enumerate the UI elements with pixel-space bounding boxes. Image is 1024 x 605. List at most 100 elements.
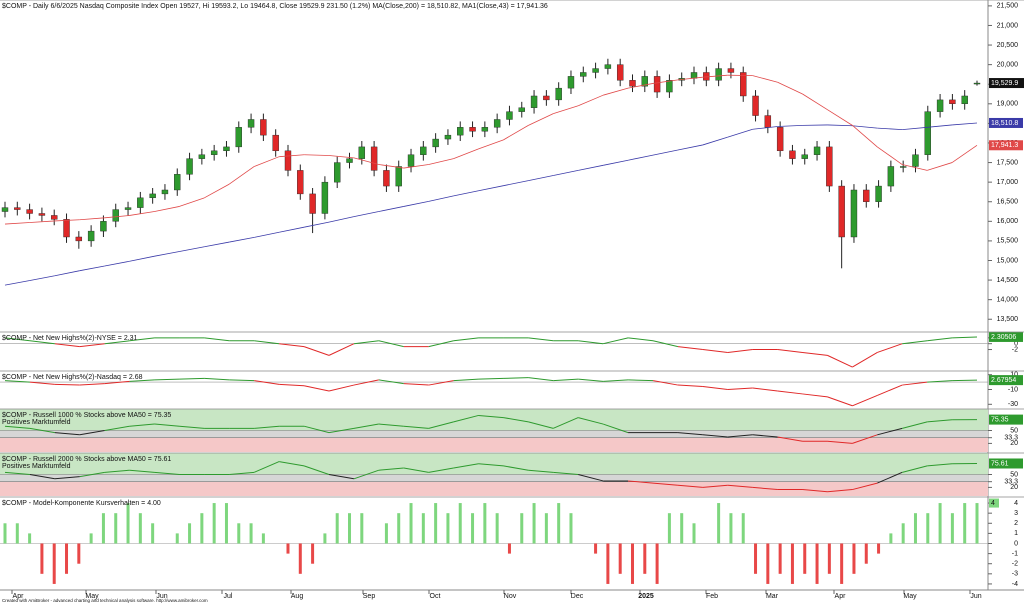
zone-band [0, 409, 988, 431]
series-line [378, 379, 404, 385]
series-line [54, 219, 80, 222]
series-line [353, 211, 379, 218]
bar [446, 513, 450, 544]
series-line [553, 471, 579, 475]
last-value-box [989, 458, 1023, 469]
series-line [179, 425, 205, 429]
series-line [328, 216, 355, 223]
series-line [727, 128, 753, 138]
series-line [702, 484, 728, 488]
x-tick-label: 2025 [638, 593, 654, 600]
candle-body [715, 68, 722, 81]
y-tick-label: 17,000 [997, 179, 1019, 186]
bar [520, 513, 524, 544]
x-tick-label: Jun [156, 593, 167, 600]
series-line [802, 489, 828, 493]
series-line [702, 74, 728, 78]
series-line [29, 275, 55, 281]
bar [938, 503, 942, 544]
series-line [752, 387, 778, 392]
bar [298, 543, 302, 574]
candle-body [383, 170, 390, 187]
series-line [129, 337, 155, 342]
bar [421, 513, 425, 544]
x-tick-label: Aug [291, 593, 304, 600]
series-line [204, 377, 230, 381]
bar [963, 503, 967, 544]
series-line [528, 469, 554, 473]
series-line [952, 379, 978, 382]
candle-body [469, 127, 476, 132]
zone-band [0, 481, 988, 496]
series-line [154, 251, 180, 257]
bar [532, 503, 536, 544]
candle-body [149, 193, 156, 199]
series-line [79, 343, 105, 348]
x-tick-label: Apr [835, 593, 847, 600]
panel-title: $COMP - Net New Highs%(2)-NYSE = 2.31 [2, 335, 138, 342]
series-line [254, 380, 280, 385]
series-line [777, 436, 803, 442]
last-value-box [989, 498, 999, 508]
candle-body [247, 119, 255, 128]
series-line [279, 226, 305, 233]
bar [409, 503, 413, 544]
bar [754, 543, 758, 574]
series-line [254, 425, 280, 429]
series-line [702, 136, 728, 146]
bar [717, 503, 721, 544]
series-line [827, 124, 853, 127]
candle-body [334, 162, 341, 183]
bar [864, 543, 868, 564]
bar [335, 513, 339, 544]
candle-body [555, 87, 562, 101]
candle-body [813, 146, 821, 155]
candle-body [936, 99, 944, 112]
candle-body [506, 111, 513, 120]
series-line [254, 231, 280, 238]
bar [901, 523, 905, 544]
bar [643, 543, 647, 574]
series-line [677, 76, 703, 81]
series-line [54, 383, 80, 386]
bar [790, 543, 794, 584]
bar [175, 533, 179, 544]
y-tick-label: 17,500 [997, 159, 1019, 166]
series-line [578, 474, 604, 482]
y-tick-label: 4 [1014, 500, 1018, 507]
series-line [802, 93, 828, 111]
x-tick-label: Sep [363, 593, 376, 600]
y-tick-label: 16,000 [997, 218, 1019, 225]
series-line [4, 280, 30, 286]
y-tick-label: 21,000 [997, 22, 1019, 29]
bar [77, 543, 81, 564]
panel-subtitle: Positives Marktumfeld [2, 419, 71, 426]
candle-body [420, 146, 427, 155]
last-value-box [989, 117, 1023, 128]
series-line [752, 434, 778, 438]
candle-body [543, 95, 550, 101]
candle-body [666, 80, 673, 93]
candle-body [235, 127, 242, 148]
series-line [453, 463, 479, 469]
bar [458, 503, 462, 544]
series-line [952, 336, 978, 339]
series-line [453, 190, 479, 197]
bar [311, 543, 315, 564]
series-line [852, 394, 878, 407]
bar [138, 513, 142, 544]
series-line [304, 154, 330, 156]
candle-body [616, 64, 624, 81]
bar [975, 503, 979, 544]
series-line [802, 351, 828, 356]
candle-body [432, 138, 439, 148]
bar [507, 543, 511, 554]
candle-body [174, 174, 181, 191]
bar [950, 513, 954, 544]
last-value-label: 2.30506 [991, 334, 1016, 341]
series-line [702, 386, 728, 390]
series-line [603, 379, 629, 382]
series-line [528, 175, 554, 181]
series-line [29, 474, 55, 480]
